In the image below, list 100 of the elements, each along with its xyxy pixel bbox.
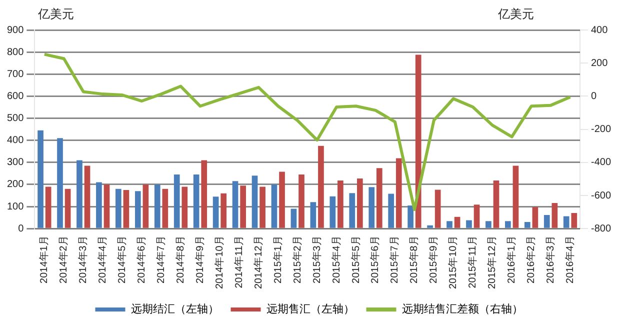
y-tick-label: 600 — [6, 90, 24, 102]
y-tick-label: 500 — [6, 113, 24, 124]
x-tick-label: 2014年5月 — [116, 236, 128, 284]
bar — [154, 184, 160, 228]
x-tick-label: 2015年12月 — [486, 236, 498, 290]
bar — [388, 194, 394, 228]
bar — [454, 216, 460, 228]
legend-label: 远期结汇（左轴） — [130, 302, 219, 316]
x-tick-label: 2016年1月 — [506, 236, 518, 284]
bar — [298, 174, 304, 228]
y2-tick-label: 0 — [590, 90, 597, 102]
bar — [434, 190, 441, 228]
bar — [563, 216, 570, 228]
x-tick-label: 2014年12月 — [252, 236, 264, 290]
x-tick-label: 2014年8月 — [174, 236, 186, 284]
y2-tick-label: -200 — [590, 124, 612, 136]
x-tick-label: 2014年11月 — [232, 236, 245, 288]
bar — [134, 191, 141, 228]
y2-tick-label: -400 — [590, 157, 612, 168]
bar — [116, 188, 122, 228]
bar — [271, 184, 278, 228]
bar — [552, 203, 558, 228]
x-tick-label: 2015年6月 — [369, 236, 382, 284]
x-tick-label: 2014年2月 — [58, 236, 70, 284]
bar — [338, 180, 344, 228]
bar — [96, 182, 102, 228]
y2-tick-label: -800 — [590, 223, 612, 234]
bar — [493, 180, 500, 228]
x-tick-label: 2014年9月 — [194, 236, 206, 284]
y-tick-label: 0 — [18, 223, 24, 234]
x-tick-label: 2015年11月 — [466, 236, 479, 288]
y-tick-label: 200 — [6, 179, 24, 190]
bar — [571, 212, 578, 228]
x-tick-label: 2014年4月 — [96, 236, 109, 284]
bar — [318, 146, 324, 228]
bar — [193, 174, 200, 228]
bar — [376, 168, 382, 228]
bar — [408, 205, 414, 228]
bar — [279, 172, 285, 228]
bar — [290, 208, 297, 228]
y-tick-label: 800 — [6, 46, 24, 58]
x-tick-label: 2015年5月 — [350, 236, 362, 284]
x-tick-label: 2014年7月 — [155, 236, 168, 284]
bar — [512, 166, 519, 228]
bar — [123, 190, 130, 228]
y2-tick-label: -600 — [590, 190, 612, 202]
x-tick-label: 2014年10月 — [213, 236, 226, 290]
bar — [544, 214, 550, 228]
bar — [104, 184, 110, 228]
bar — [349, 193, 356, 228]
bar — [356, 178, 363, 228]
y2-tick-label: 200 — [590, 58, 608, 69]
x-tick-label: 2015年7月 — [388, 236, 401, 284]
bar — [486, 221, 492, 228]
bar — [310, 202, 316, 228]
bar — [162, 188, 168, 228]
bar — [474, 204, 480, 228]
bar — [64, 188, 71, 228]
y-tick-label: 300 — [6, 157, 24, 168]
bar — [446, 221, 452, 228]
bar — [232, 181, 238, 228]
x-tick-label: 2016年2月 — [525, 236, 538, 284]
bar — [466, 220, 472, 228]
x-tick-label: 2014年1月 — [38, 236, 50, 284]
bar — [368, 187, 375, 228]
bar — [505, 221, 511, 228]
x-tick-label: 2015年4月 — [330, 236, 342, 284]
x-tick-label: 2016年3月 — [544, 236, 557, 284]
bar — [212, 196, 219, 228]
y-tick-label: 700 — [6, 68, 24, 80]
x-tick-label: 2015年10月 — [447, 236, 460, 290]
legend-label: 远期结售汇差额（右轴） — [402, 302, 523, 316]
x-tick-label: 2014年6月 — [136, 236, 148, 284]
bar — [330, 196, 336, 228]
x-tick-label: 2015年1月 — [272, 236, 284, 284]
bar — [252, 176, 258, 228]
text: 亿美元 — [38, 6, 74, 23]
legend-label: 远期售汇（左轴） — [266, 302, 354, 316]
x-tick-label: 2015年2月 — [291, 236, 304, 284]
bar — [76, 160, 82, 228]
bar — [45, 186, 52, 228]
y-tick-label: 400 — [6, 135, 24, 146]
bar — [142, 184, 149, 228]
bar — [524, 222, 530, 228]
x-tick-label: 2015年3月 — [310, 236, 323, 284]
bar — [38, 130, 44, 228]
x-tick-label: 2016年4月 — [564, 236, 576, 284]
bar — [532, 207, 538, 228]
y-tick-label: 900 — [6, 24, 24, 36]
bar — [260, 186, 266, 228]
bar — [220, 193, 227, 228]
bar — [396, 158, 402, 228]
x-tick-label: 2014年3月 — [77, 236, 90, 284]
bar — [182, 186, 188, 228]
bar — [240, 186, 246, 228]
x-tick-label: 2015年9月 — [428, 236, 440, 284]
bar — [415, 54, 422, 228]
bar — [174, 174, 180, 228]
bar — [427, 225, 433, 228]
x-tick-label: 2015年8月 — [408, 236, 420, 284]
